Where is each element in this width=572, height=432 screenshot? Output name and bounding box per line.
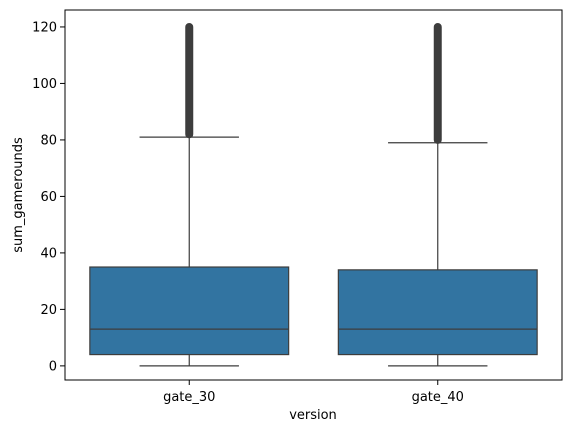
x-axis: gate_30 gate_40 xyxy=(163,380,464,405)
outlier-points xyxy=(433,22,442,144)
y-tick-label: 0 xyxy=(49,359,57,374)
y-tick-label: 80 xyxy=(40,133,57,148)
y-tick-label: 100 xyxy=(32,77,57,92)
y-tick-label: 20 xyxy=(40,303,57,318)
plot-area xyxy=(89,22,538,367)
y-axis-label: sum_gamerounds xyxy=(11,137,26,253)
x-axis-label: version xyxy=(289,408,337,423)
x-tick-label: gate_30 xyxy=(163,390,215,405)
x-tick-label: gate_40 xyxy=(412,390,464,405)
y-tick-label: 40 xyxy=(40,246,57,261)
iqr-box xyxy=(89,266,290,356)
y-tick-label: 120 xyxy=(32,20,57,35)
outlier-points xyxy=(185,22,194,139)
plot-frame xyxy=(64,9,563,381)
iqr-box xyxy=(337,269,538,356)
box-group-gate_30 xyxy=(89,22,290,367)
box-group-gate_40 xyxy=(337,22,538,367)
y-tick-label: 60 xyxy=(40,190,57,205)
y-axis: 0 20 40 60 80 100 120 xyxy=(32,20,65,374)
